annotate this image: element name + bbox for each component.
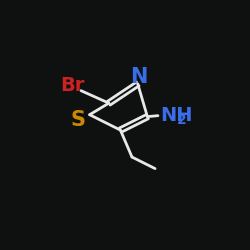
- Text: NH: NH: [160, 106, 192, 125]
- Text: Br: Br: [60, 76, 84, 95]
- Text: 2: 2: [177, 113, 187, 127]
- Text: N: N: [130, 67, 148, 87]
- Text: S: S: [70, 110, 86, 130]
